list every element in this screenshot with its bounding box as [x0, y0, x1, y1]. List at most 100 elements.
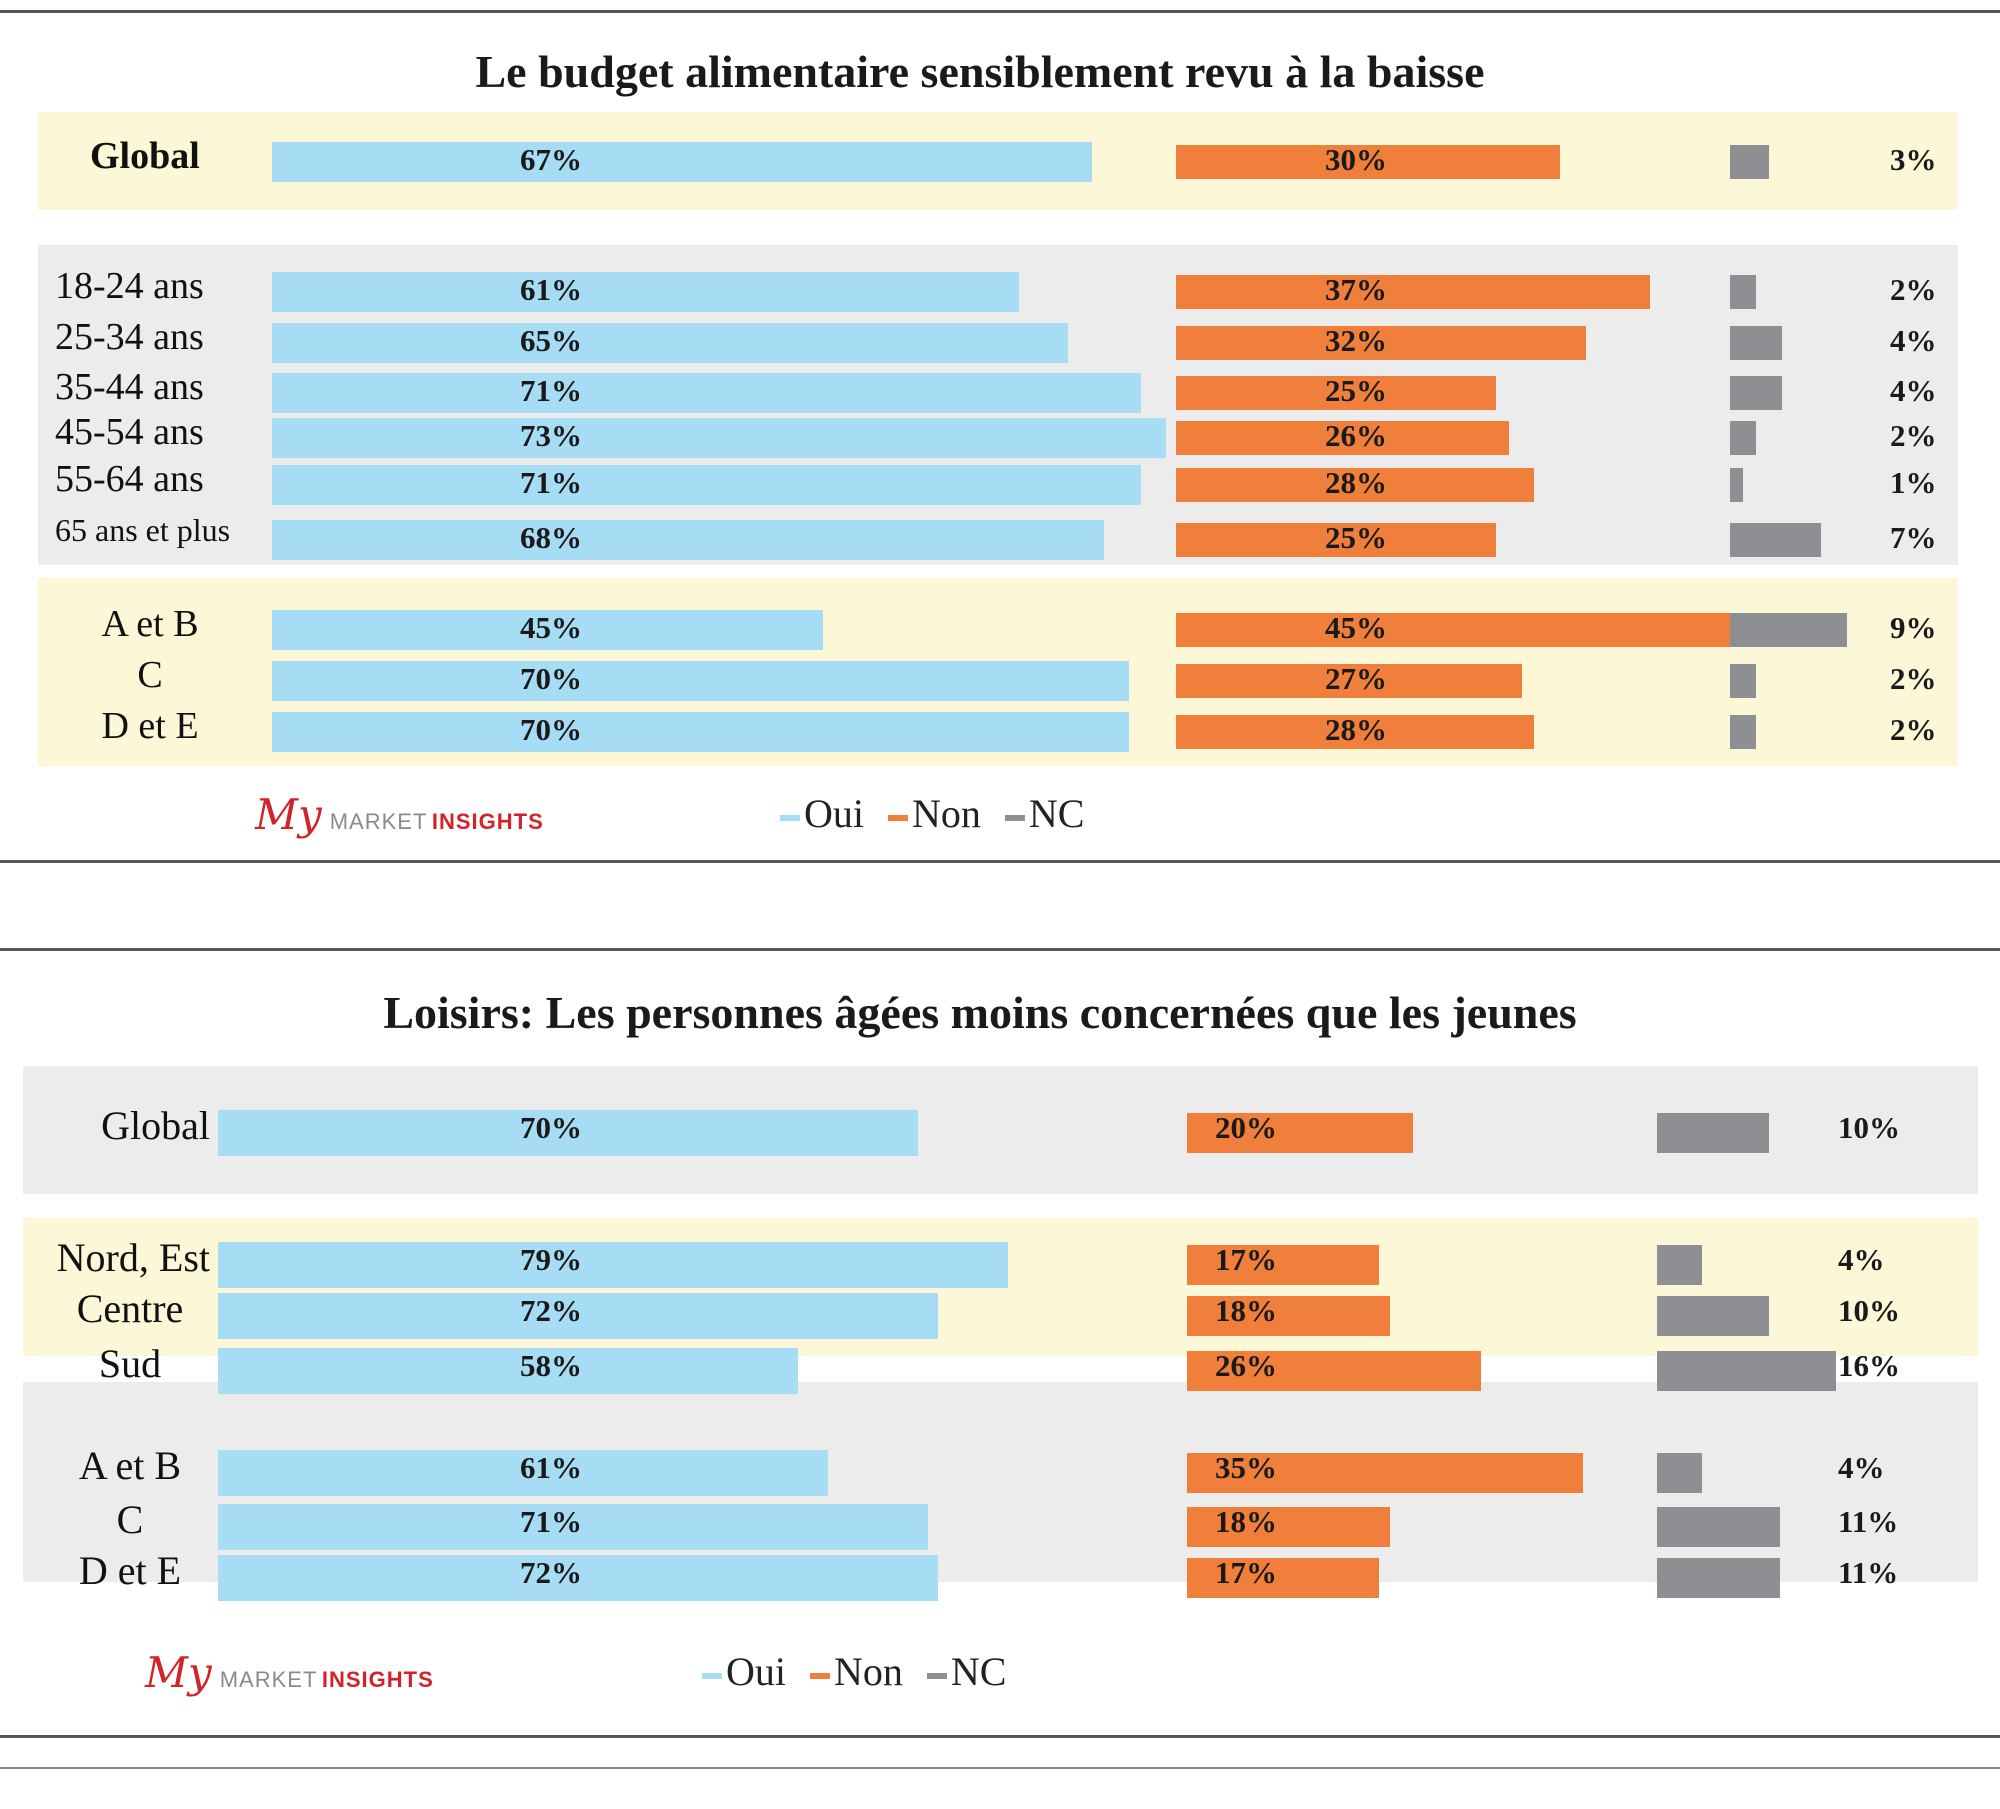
bar-non	[1176, 523, 1496, 557]
bar-non	[1176, 664, 1522, 698]
value-label-non: 26%	[1215, 1348, 1277, 1383]
category-label: D et E	[101, 705, 199, 747]
legend-non: Non	[912, 791, 981, 836]
value-label-nc: 4%	[1838, 1450, 1885, 1485]
bar-oui	[272, 323, 1068, 363]
bar-nc	[1730, 664, 1756, 698]
bar-oui	[218, 1348, 798, 1394]
value-label-nc: 2%	[1890, 272, 1937, 307]
bar-oui	[218, 1555, 938, 1601]
value-label-oui: 58%	[520, 1348, 582, 1383]
legend-nc: NC	[950, 1649, 1007, 1694]
value-label-non: 18%	[1215, 1504, 1277, 1539]
bar-nc	[1730, 326, 1782, 360]
category-label: 25-34 ans	[55, 316, 204, 358]
bar-nc	[1730, 376, 1782, 410]
value-label-nc: 10%	[1838, 1293, 1900, 1328]
bar-oui	[272, 610, 823, 650]
value-label-oui: 72%	[520, 1293, 582, 1328]
bar-row: D et E 72% 17% 11%	[0, 1548, 2000, 1601]
legend-nc: NC	[1028, 791, 1085, 836]
bar-row: A et B 45% 45% 9%	[0, 603, 2000, 650]
category-label: C	[137, 654, 163, 696]
value-label-non: 25%	[1325, 373, 1387, 408]
bar-oui	[272, 661, 1129, 701]
value-label-nc: 10%	[1838, 1110, 1900, 1145]
chart-legend: Oui Non NC	[688, 1648, 1006, 1695]
bar-row: 65 ans et plus 68% 25% 7%	[0, 512, 2000, 560]
value-label-nc: 16%	[1838, 1348, 1900, 1383]
bar-non	[1176, 376, 1496, 410]
legend-oui: Oui	[804, 791, 864, 836]
category-label: A et B	[101, 603, 199, 645]
legend-oui: Oui	[726, 1649, 786, 1694]
bar-row: 45-54 ans 73% 26% 2%	[0, 411, 2000, 458]
value-label-nc: 7%	[1890, 520, 1937, 555]
legend-swatch-nc	[926, 1672, 947, 1679]
legend-swatch-non	[888, 814, 908, 821]
bar-oui	[272, 712, 1129, 752]
value-label-oui: 65%	[520, 323, 582, 358]
value-label-nc: 2%	[1890, 418, 1937, 453]
bar-oui	[218, 1450, 828, 1496]
logo-insights: INSIGHTS	[431, 809, 544, 834]
category-label: 18-24 ans	[55, 265, 204, 307]
value-label-oui: 68%	[520, 520, 582, 555]
value-label-oui: 79%	[520, 1242, 582, 1277]
category-label: D et E	[78, 1548, 182, 1593]
bar-nc	[1657, 1453, 1702, 1493]
value-label-oui: 61%	[520, 1450, 582, 1485]
bar-non	[1187, 1558, 1380, 1598]
category-label: C	[116, 1497, 144, 1542]
value-label-nc: 2%	[1890, 661, 1937, 696]
bar-row: 35-44 ans 71% 25% 4%	[0, 366, 2000, 413]
logo-market: MARKET	[329, 809, 428, 834]
value-label-oui: 71%	[520, 465, 582, 500]
value-label-non: 28%	[1325, 712, 1387, 747]
bar-oui	[218, 1293, 938, 1339]
bar-nc	[1730, 145, 1769, 179]
legend-swatch-oui	[780, 814, 800, 821]
value-label-oui: 61%	[520, 272, 582, 307]
value-label-oui: 70%	[520, 661, 582, 696]
value-label-nc: 1%	[1890, 465, 1937, 500]
category-label: 35-44 ans	[55, 366, 204, 408]
value-label-oui: 71%	[520, 373, 582, 408]
bar-oui	[272, 520, 1105, 560]
bar-nc	[1730, 715, 1756, 749]
bar-non	[1187, 1453, 1583, 1493]
value-label-nc: 9%	[1890, 610, 1937, 645]
logo-my: My	[145, 1648, 212, 1697]
value-label-oui: 70%	[520, 1110, 582, 1145]
bar-non	[1187, 1351, 1481, 1391]
value-label-non: 25%	[1325, 520, 1387, 555]
bar-row: 55-64 ans 71% 28% 1%	[0, 458, 2000, 505]
bar-non	[1187, 1245, 1380, 1285]
market-insights-logo: My MARKET INSIGHTS	[145, 1648, 434, 1697]
value-label-non: 26%	[1325, 418, 1387, 453]
bar-oui	[218, 1504, 928, 1550]
bar-nc	[1657, 1507, 1781, 1547]
legend-non: Non	[834, 1649, 903, 1694]
bar-nc	[1730, 421, 1756, 455]
market-insights-logo: My MARKET INSIGHTS	[255, 790, 544, 839]
bar-non	[1176, 613, 1752, 647]
chart-2-bottom-rule	[0, 1735, 2000, 1738]
bar-oui	[218, 1242, 1008, 1288]
bar-row: C 70% 27% 2%	[0, 654, 2000, 701]
logo-my: My	[255, 790, 322, 839]
bar-non	[1176, 326, 1586, 360]
value-label-nc: 11%	[1838, 1555, 1899, 1590]
chart-title: Le budget alimentaire sensiblement revu …	[475, 46, 1485, 97]
bar-row: Sud 58% 26% 16%	[0, 1341, 2000, 1394]
value-label-oui: 73%	[520, 418, 582, 453]
bar-oui	[272, 373, 1142, 413]
category-label: 55-64 ans	[55, 458, 204, 500]
bar-row: Nord, Est 79% 17% 4%	[0, 1235, 2000, 1288]
value-label-non: 28%	[1325, 465, 1387, 500]
bar-nc	[1657, 1245, 1702, 1285]
legend-swatch-nc	[1004, 814, 1025, 821]
logo-market: MARKET	[219, 1667, 318, 1692]
bar-row: C 71% 18% 11%	[0, 1497, 2000, 1550]
value-label-nc: 3%	[1890, 142, 1937, 177]
